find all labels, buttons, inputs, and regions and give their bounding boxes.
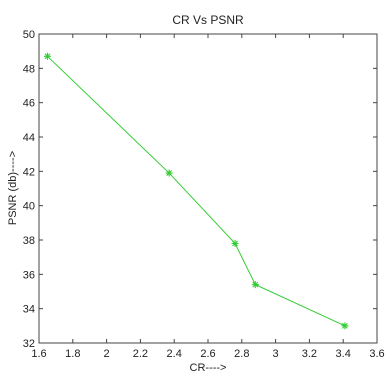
- x-tick-label: 2.4: [167, 348, 182, 360]
- y-tick-label: 38: [23, 235, 35, 247]
- y-tick-label: 42: [23, 166, 35, 178]
- x-tick-label: 3.6: [369, 348, 384, 360]
- y-tick-label: 44: [23, 132, 35, 144]
- series-layer: [43, 52, 349, 330]
- x-tick-label: 3.2: [302, 348, 317, 360]
- data-point-marker: [43, 52, 51, 60]
- data-point-marker: [231, 239, 239, 247]
- data-point-marker: [341, 322, 349, 330]
- chart-title: CR Vs PSNR: [172, 13, 244, 27]
- x-tick-label: 2: [104, 348, 110, 360]
- y-tick-label: 46: [23, 98, 35, 110]
- x-tick-label: 1.8: [65, 348, 80, 360]
- x-axis: 1.6 1.8 2 2.2 2.4 2.6 2.8 3 3.2 3.4 3.6: [31, 34, 385, 360]
- plot-area-background: [39, 34, 377, 343]
- y-tick-label: 40: [23, 201, 35, 213]
- y-axis: 32 34 36 38 40 42 44 46 48 50: [23, 29, 377, 350]
- y-tick-label: 48: [23, 63, 35, 75]
- y-axis-label: PSNR (db)---->: [7, 151, 19, 225]
- x-tick-label: 2.8: [234, 348, 249, 360]
- data-point-marker: [251, 281, 259, 289]
- x-axis-label: CR---->: [190, 362, 227, 372]
- y-tick-label: 34: [23, 304, 35, 316]
- x-tick-label: 2.2: [133, 348, 148, 360]
- y-tick-label: 50: [23, 29, 35, 41]
- x-tick-label: 2.6: [200, 348, 215, 360]
- y-tick-label: 32: [23, 338, 35, 350]
- x-tick-label: 3.4: [336, 348, 351, 360]
- y-tick-label: 36: [23, 269, 35, 281]
- x-tick-label: 1.6: [31, 348, 46, 360]
- data-point-marker: [165, 169, 173, 177]
- x-tick-label: 3: [273, 348, 279, 360]
